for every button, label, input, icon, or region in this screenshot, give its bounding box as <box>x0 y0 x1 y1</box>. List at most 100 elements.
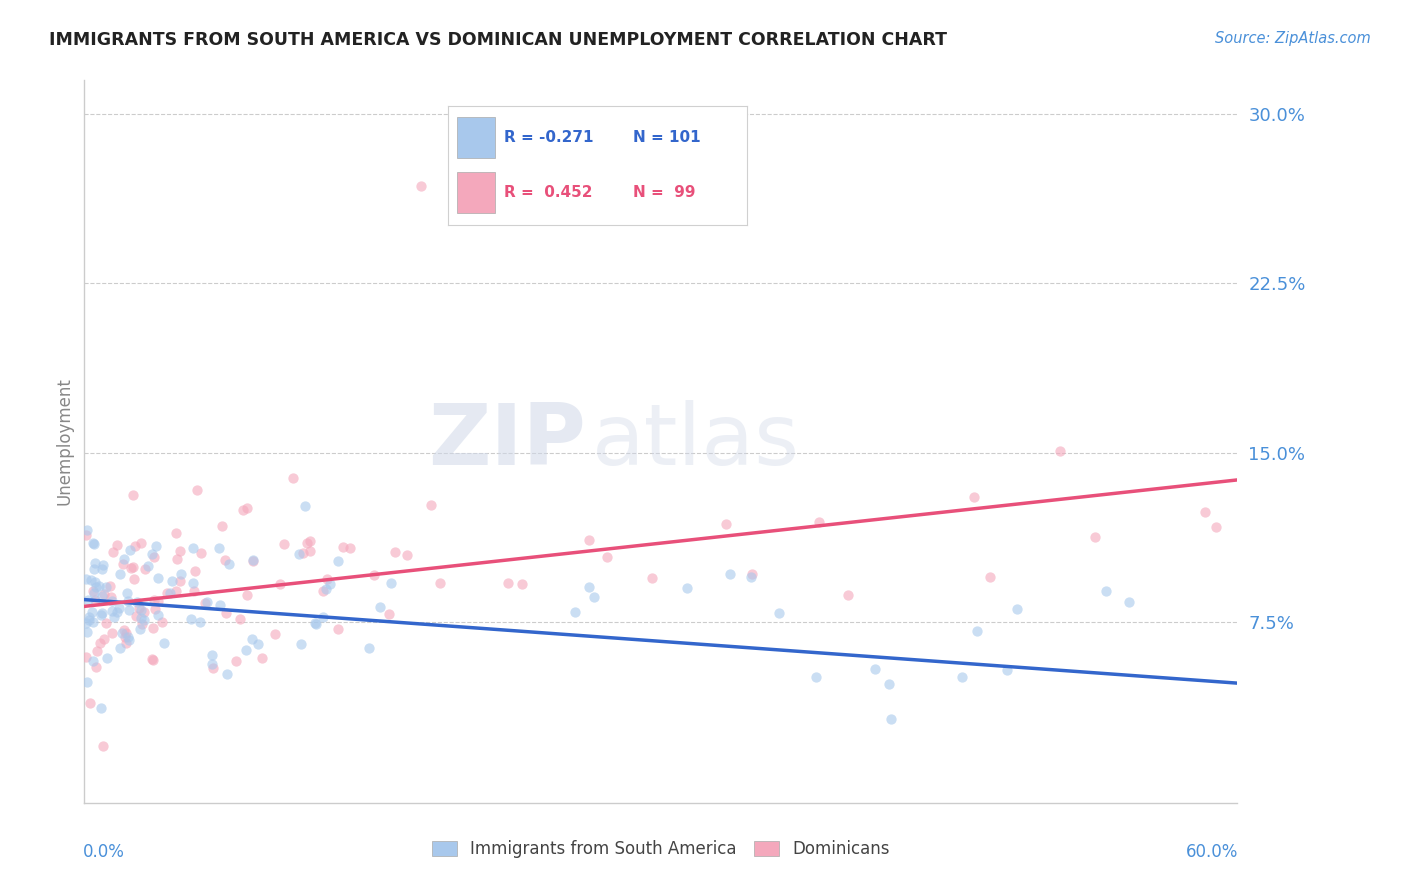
Point <box>111 625 134 640</box>
Point <box>486 202 509 216</box>
Point <box>294 499 316 513</box>
Point <box>298 543 321 558</box>
Point <box>79 696 101 710</box>
Point <box>1118 595 1140 609</box>
Point <box>194 597 217 611</box>
Point <box>676 581 699 595</box>
Point <box>83 561 105 575</box>
Point <box>305 617 328 632</box>
Point <box>273 536 295 550</box>
Point <box>292 546 315 560</box>
Legend: Immigrants from South America, Dominicans: Immigrants from South America, Dominican… <box>423 832 898 867</box>
Point <box>250 651 273 665</box>
Point <box>134 562 156 576</box>
Point <box>183 583 205 598</box>
Point <box>93 739 115 754</box>
Point <box>75 572 97 586</box>
Point <box>129 603 152 617</box>
Point <box>512 576 534 591</box>
Point <box>409 179 432 194</box>
Point <box>79 610 101 624</box>
Point <box>84 592 107 607</box>
Point <box>84 574 107 589</box>
Point <box>170 566 193 581</box>
Point <box>578 580 600 594</box>
Point <box>312 584 335 599</box>
Point <box>108 640 131 655</box>
Point <box>76 593 98 607</box>
Point <box>235 643 257 657</box>
Point <box>148 607 170 622</box>
Point <box>741 567 763 582</box>
Point <box>90 606 112 620</box>
Point <box>396 548 419 562</box>
Point <box>114 636 136 650</box>
Point <box>136 558 159 573</box>
Point <box>963 490 986 504</box>
Point <box>290 637 312 651</box>
Point <box>141 652 163 666</box>
Point <box>75 650 97 665</box>
Point <box>90 589 112 603</box>
Point <box>103 610 125 624</box>
Point <box>117 630 139 644</box>
Point <box>315 582 337 596</box>
Point <box>131 611 153 625</box>
Point <box>76 524 98 538</box>
Point <box>966 624 988 639</box>
Point <box>76 624 98 639</box>
Point <box>1205 520 1227 534</box>
Point <box>186 483 208 497</box>
Point <box>82 615 104 629</box>
Point <box>208 598 231 612</box>
Point <box>326 554 349 568</box>
Point <box>997 663 1019 677</box>
Point <box>122 560 145 574</box>
Point <box>118 632 141 647</box>
Point <box>181 575 204 590</box>
Point <box>96 616 118 631</box>
Point <box>125 595 148 609</box>
Point <box>332 540 354 554</box>
Text: 60.0%: 60.0% <box>1187 843 1239 861</box>
Point <box>201 657 224 671</box>
Text: IMMIGRANTS FROM SOUTH AMERICA VS DOMINICAN UNEMPLOYMENT CORRELATION CHART: IMMIGRANTS FROM SOUTH AMERICA VS DOMINIC… <box>49 31 948 49</box>
Point <box>117 603 139 617</box>
Point <box>236 500 259 515</box>
Point <box>114 623 136 637</box>
Point <box>105 538 128 552</box>
Point <box>211 519 233 533</box>
Point <box>124 539 146 553</box>
Point <box>215 606 238 620</box>
Point <box>83 537 105 551</box>
Point <box>82 536 104 550</box>
Point <box>101 626 124 640</box>
Point <box>578 533 600 547</box>
Point <box>328 622 350 636</box>
Point <box>114 630 136 644</box>
Point <box>1005 602 1028 616</box>
Point <box>169 544 191 558</box>
Point <box>93 632 115 646</box>
Point <box>84 580 107 594</box>
Point <box>312 609 335 624</box>
Point <box>880 712 903 726</box>
Point <box>316 572 339 586</box>
Point <box>718 566 741 581</box>
Point <box>128 622 150 636</box>
Point <box>269 577 291 591</box>
Point <box>132 613 155 627</box>
Text: atlas: atlas <box>592 400 800 483</box>
Point <box>122 488 145 502</box>
Point <box>115 625 138 640</box>
Point <box>641 571 664 585</box>
Point <box>165 526 187 541</box>
Point <box>142 653 165 667</box>
Point <box>225 654 247 668</box>
Point <box>96 580 118 594</box>
Point <box>242 554 264 568</box>
Point <box>768 606 790 620</box>
Point <box>596 549 619 564</box>
Point <box>188 615 211 629</box>
Point <box>129 535 152 549</box>
